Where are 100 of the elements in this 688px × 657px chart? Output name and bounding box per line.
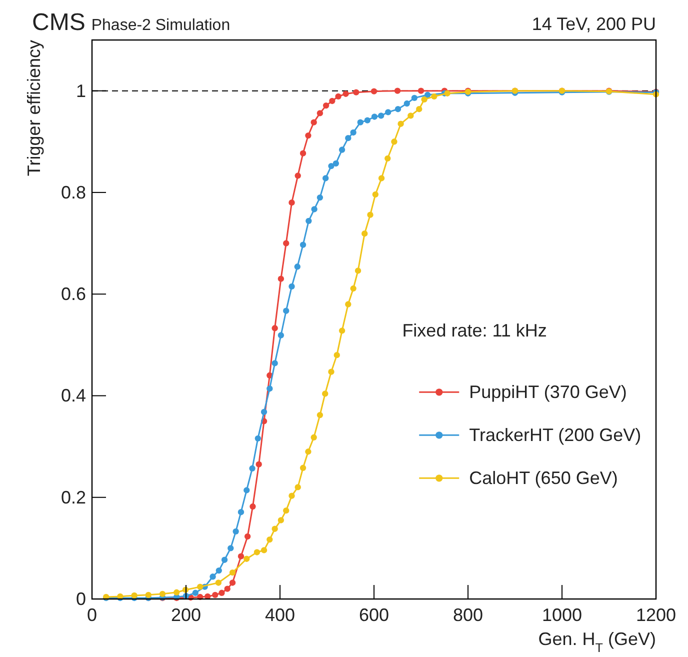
point bbox=[159, 590, 166, 597]
point bbox=[224, 586, 230, 592]
point bbox=[394, 88, 401, 94]
point bbox=[266, 536, 273, 543]
point bbox=[310, 434, 317, 440]
point bbox=[294, 484, 301, 490]
point bbox=[322, 390, 328, 397]
point bbox=[212, 592, 218, 598]
point bbox=[216, 567, 222, 574]
legend-label: PuppiHT (370 GeV) bbox=[469, 382, 627, 402]
point bbox=[294, 264, 300, 270]
point bbox=[322, 102, 330, 109]
point bbox=[244, 533, 251, 540]
point bbox=[250, 503, 256, 510]
point bbox=[260, 547, 268, 554]
point bbox=[408, 112, 414, 119]
point bbox=[232, 528, 239, 534]
legend-label: CaloHT (650 GeV) bbox=[469, 468, 618, 488]
point bbox=[300, 464, 306, 471]
chart-subtitle: Phase-2 Simulation bbox=[91, 17, 230, 34]
x-tick-label: 600 bbox=[358, 605, 390, 625]
y-axis-title: Trigger efficiency bbox=[24, 40, 44, 176]
point bbox=[310, 119, 317, 126]
point bbox=[229, 580, 236, 586]
x-tick-label: 200 bbox=[170, 605, 202, 625]
point bbox=[345, 134, 352, 142]
point bbox=[378, 112, 384, 119]
point bbox=[238, 509, 244, 516]
point bbox=[332, 160, 340, 167]
point bbox=[416, 106, 422, 112]
point bbox=[210, 574, 216, 580]
point bbox=[300, 242, 306, 248]
y-tick-label: 0 bbox=[76, 589, 86, 609]
y-tick-label: 0.4 bbox=[60, 386, 86, 406]
point bbox=[342, 90, 349, 97]
y-tick-label: 0.6 bbox=[60, 284, 86, 304]
point bbox=[278, 517, 284, 524]
point bbox=[229, 569, 236, 576]
point bbox=[254, 549, 260, 556]
point bbox=[131, 592, 138, 599]
point bbox=[384, 155, 391, 162]
point bbox=[283, 308, 290, 314]
point bbox=[197, 584, 204, 590]
point bbox=[278, 276, 284, 282]
point bbox=[418, 88, 424, 94]
point bbox=[215, 580, 222, 586]
point bbox=[338, 328, 346, 334]
annotation: Fixed rate: 11 kHz bbox=[402, 320, 547, 340]
point bbox=[371, 114, 378, 120]
point bbox=[311, 206, 318, 212]
point bbox=[328, 368, 334, 375]
point bbox=[322, 175, 329, 182]
point bbox=[288, 283, 295, 290]
point bbox=[329, 98, 336, 104]
point bbox=[357, 119, 364, 126]
point bbox=[404, 100, 410, 107]
point bbox=[378, 175, 385, 182]
point bbox=[300, 150, 306, 156]
x-axis-title: Gen. H$_{T}$ (GeV) bbox=[538, 629, 656, 655]
point bbox=[294, 172, 301, 179]
point bbox=[372, 191, 378, 198]
point bbox=[305, 448, 312, 455]
point bbox=[174, 589, 180, 596]
x-tick-label: 400 bbox=[264, 605, 296, 625]
point bbox=[362, 230, 368, 237]
point bbox=[364, 117, 371, 124]
point bbox=[328, 162, 334, 170]
point bbox=[272, 325, 278, 332]
point bbox=[254, 435, 261, 442]
point bbox=[218, 590, 225, 596]
point bbox=[272, 360, 278, 366]
point bbox=[334, 352, 340, 358]
point bbox=[394, 106, 402, 112]
point bbox=[350, 129, 356, 136]
point bbox=[288, 200, 295, 206]
point bbox=[338, 146, 346, 153]
point bbox=[398, 120, 404, 127]
point bbox=[421, 96, 428, 103]
point bbox=[266, 386, 273, 392]
y-tick-label: 1 bbox=[76, 80, 86, 101]
x-tick-label: 1000 bbox=[542, 605, 582, 625]
y-tick-label: 0.8 bbox=[60, 182, 86, 202]
point bbox=[444, 90, 450, 96]
point bbox=[249, 465, 256, 472]
point bbox=[145, 592, 152, 598]
x-tick-label: 1200 bbox=[636, 605, 676, 625]
point bbox=[350, 285, 356, 292]
point bbox=[370, 88, 378, 94]
point bbox=[424, 92, 431, 98]
point bbox=[316, 110, 324, 116]
point bbox=[278, 332, 284, 338]
point bbox=[228, 545, 234, 552]
point bbox=[260, 408, 268, 416]
legend-label: TrackerHT (200 GeV) bbox=[469, 425, 642, 446]
point bbox=[221, 556, 228, 563]
point bbox=[316, 194, 324, 201]
point bbox=[367, 212, 374, 218]
point bbox=[353, 89, 360, 96]
point bbox=[345, 301, 352, 308]
point bbox=[283, 507, 290, 514]
